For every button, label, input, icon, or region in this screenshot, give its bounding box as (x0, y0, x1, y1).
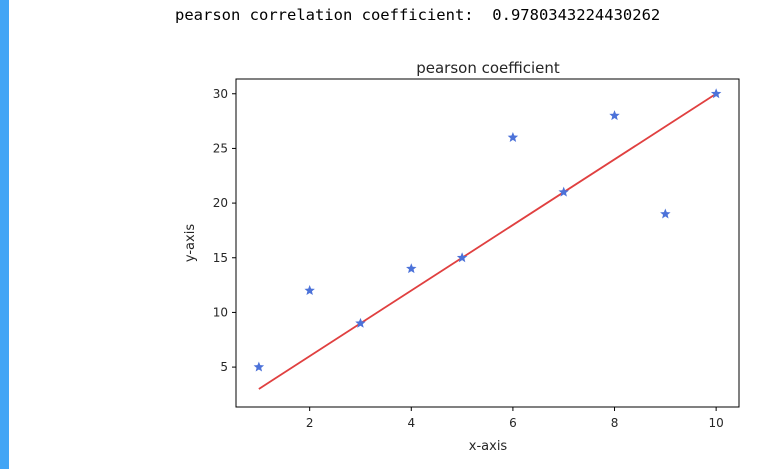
data-points-layer (253, 88, 722, 372)
x-tick-label: 8 (611, 416, 619, 430)
x-tick-label: 4 (407, 416, 415, 430)
y-tick-label: 10 (213, 305, 228, 319)
regression-line (258, 93, 717, 390)
data-point (660, 208, 671, 219)
x-tick-label: 10 (708, 416, 723, 430)
output-text: pearson correlation coefficient: 0.97803… (175, 6, 661, 24)
data-point (456, 252, 468, 263)
y-tick-label: 30 (213, 87, 228, 101)
data-point (507, 131, 519, 142)
y-axis-label: y-axis (183, 224, 198, 262)
chart-title: pearson coefficient (416, 59, 560, 77)
y-ticks-layer: 5 10 15 20 25 30 (213, 87, 236, 374)
y-tick-label: 20 (213, 196, 228, 210)
x-tick-label: 2 (306, 416, 314, 430)
x-tick-label: 6 (509, 416, 517, 430)
data-point (304, 285, 315, 296)
data-point (710, 88, 722, 99)
y-tick-label: 25 (213, 141, 228, 155)
data-point (355, 317, 366, 328)
cell-selection-bar (0, 0, 9, 469)
x-axis-label: x-axis (469, 439, 508, 454)
x-ticks-layer: 2 4 6 8 10 (306, 407, 724, 430)
data-point (609, 110, 620, 121)
data-point (406, 263, 417, 274)
plot-frame (235, 78, 740, 408)
data-point (253, 361, 265, 372)
data-point (558, 186, 569, 197)
y-tick-label: 5 (220, 360, 228, 374)
fit-line-layer (258, 93, 717, 390)
y-tick-label: 15 (213, 251, 228, 265)
pearson-scatter-chart: pearson coefficient 2 4 6 8 10 5 10 15 20 25 30 x… (183, 59, 740, 454)
